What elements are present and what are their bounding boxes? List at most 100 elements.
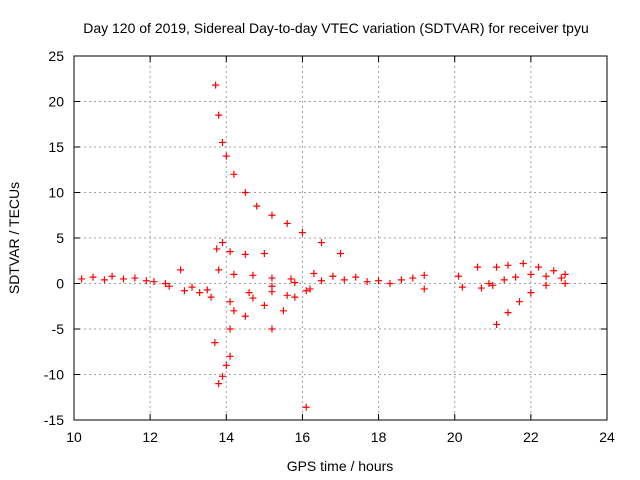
data-point [241,250,249,258]
y-tick-label: 25 [48,48,64,64]
data-point [527,270,535,278]
data-point [557,274,565,282]
data-point [298,229,306,237]
data-point [375,277,383,285]
data-point [283,219,291,227]
x-tick-label: 12 [142,429,158,445]
x-tick-label: 20 [447,429,463,445]
data-point [230,170,238,178]
data-point [302,287,310,295]
x-tick-label: 18 [371,429,387,445]
data-point [100,276,108,284]
x-axis-label: GPS time / hours [287,458,394,474]
data-point [291,279,299,287]
data-point [89,273,97,281]
data-point [550,267,558,275]
data-point [542,281,550,289]
data-point [150,278,158,286]
data-point [177,266,185,274]
data-point [215,380,223,388]
data-point [306,285,314,293]
data-point [131,274,139,282]
data-point [534,263,542,271]
data-point [78,275,86,283]
data-point [500,276,508,284]
data-point [302,403,310,411]
data-point [180,287,188,295]
data-point [493,263,501,271]
data-point [213,245,221,253]
data-point [249,294,257,302]
y-axis-ticks: -15 -10 -5 0 5 10 15 20 25 [44,48,607,428]
data-point [165,282,173,290]
data-point [211,339,219,347]
data-point [142,277,150,285]
x-tick-label: 10 [66,429,82,445]
data-point [241,312,249,320]
data-point [215,266,223,274]
data-point [218,372,226,380]
data-point [329,272,337,280]
data-point [268,274,276,282]
data-point [527,289,535,297]
y-tick-label: 20 [48,94,64,110]
data-point [474,263,482,271]
data-point [420,271,428,279]
x-axis-ticks: 10 12 14 16 18 20 22 24 [66,56,615,445]
data-point [222,152,230,160]
data-point [207,293,215,301]
data-point [489,281,497,289]
data-point [218,239,226,247]
data-point [188,283,196,291]
y-tick-label: 10 [48,185,64,201]
data-point [253,202,261,210]
data-point [317,277,325,285]
data-point [230,307,238,315]
data-point [283,291,291,299]
x-tick-label: 24 [599,429,615,445]
data-point [455,272,463,280]
data-point [397,276,405,284]
data-point [196,289,204,297]
data-point [352,273,360,281]
data-point [226,298,234,306]
data-point [420,285,428,293]
data-point [340,276,348,284]
data-point [493,320,501,328]
data-point [260,249,268,257]
data-point [226,352,234,360]
data-point [561,280,569,287]
data-points [78,81,569,411]
data-point [485,280,493,287]
data-point [458,283,466,291]
data-point [161,280,169,287]
data-point [212,81,220,89]
data-point [249,271,257,279]
data-point [515,298,523,306]
y-axis-label: SDTVAR / TECUs [6,182,22,294]
data-point [268,211,276,219]
data-point [279,307,287,315]
y-tick-label: 0 [56,276,64,292]
x-tick-label: 16 [295,429,311,445]
data-point [222,361,230,369]
data-point [291,293,299,301]
data-point [226,248,234,256]
data-point [287,275,295,283]
y-tick-label: -10 [44,367,64,383]
data-point [519,259,527,267]
x-tick-label: 14 [218,429,234,445]
x-tick-label: 22 [523,429,539,445]
data-point [215,111,223,119]
data-point [504,309,512,317]
grid-lines [74,56,607,420]
y-tick-label: -15 [44,412,64,428]
data-point [203,286,211,294]
data-point [226,325,234,333]
data-point [317,239,325,247]
data-point [218,138,226,146]
data-point [310,269,318,277]
data-point [542,272,550,280]
data-point [409,274,417,282]
data-point [477,284,485,292]
